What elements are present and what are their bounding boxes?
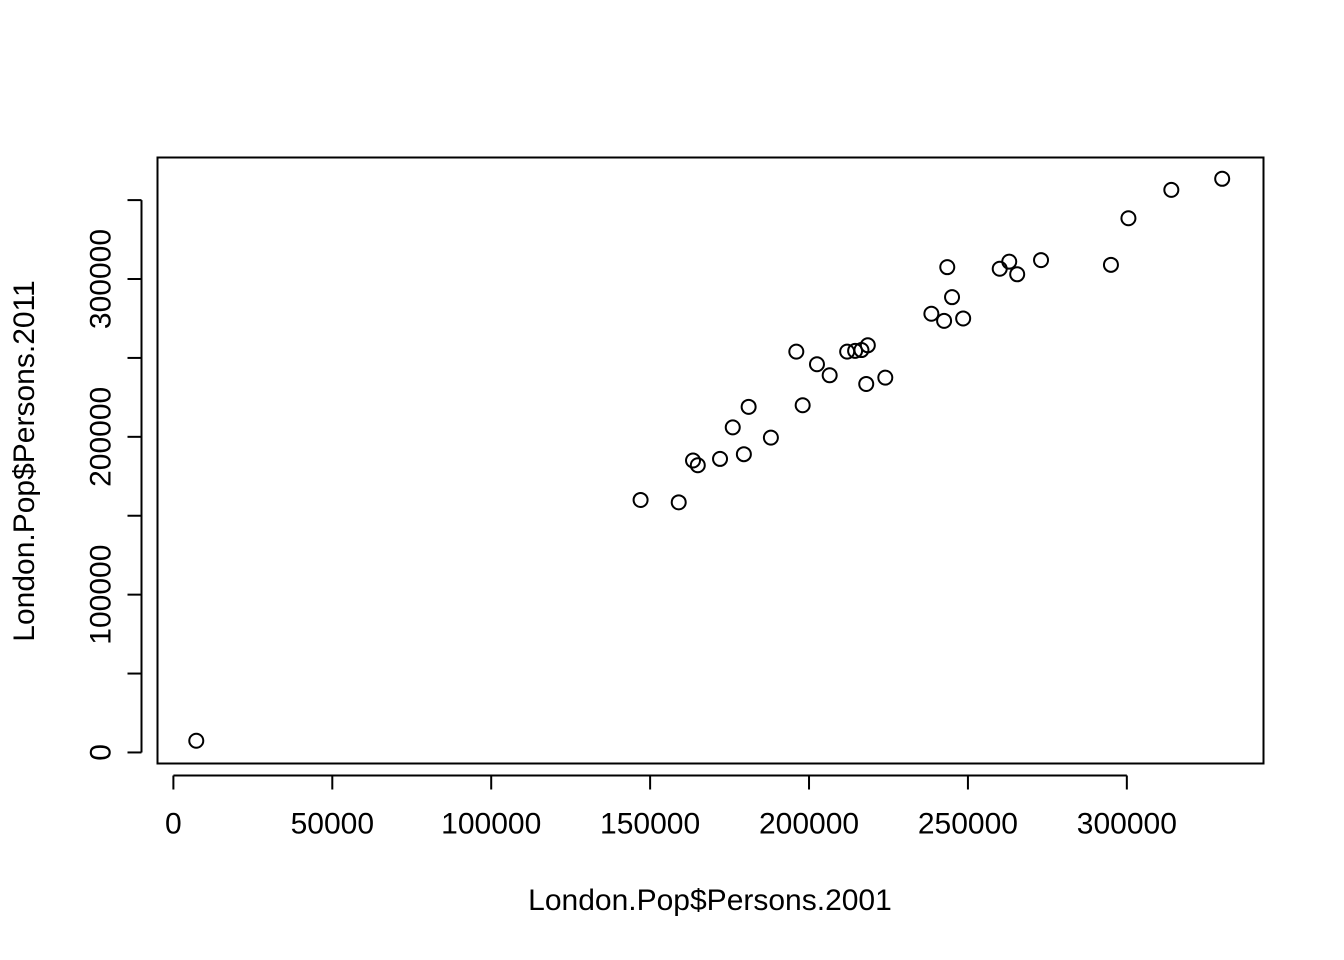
data-point [689,457,706,474]
data-point [936,312,953,329]
data-point [991,260,1008,277]
data-point [1102,256,1119,273]
data-point [923,305,940,322]
data-point [1120,210,1137,227]
data-point [859,337,876,354]
data-point [712,450,729,467]
data-points [188,170,1231,749]
data-point [944,289,961,306]
data-point [858,375,875,392]
data-point [685,452,702,469]
data-point [188,732,205,749]
x-tick-label: 250000 [918,808,1018,841]
data-point [1033,252,1050,269]
y-tick-label: 100000 [85,545,118,645]
x-tick-label: 200000 [759,808,859,841]
data-point [1163,181,1180,198]
data-point [740,398,757,415]
data-point [1009,266,1026,283]
y-axis: 0 100000 200000 300000 [85,199,143,761]
data-point [724,419,741,436]
x-tick-label: 300000 [1077,808,1177,841]
data-point [735,446,752,463]
y-tick-label: 300000 [85,229,118,329]
data-point [1001,253,1018,270]
y-tick-label: 200000 [85,387,118,487]
data-point [788,343,805,360]
data-point [939,259,956,276]
data-point [670,494,687,511]
x-axis: 0 50000 100000 150000 200000 250000 300000 [165,774,1177,841]
data-point [808,356,825,373]
data-point [632,491,649,508]
x-tick-label: 100000 [441,808,541,841]
x-tick-label: 50000 [291,808,374,841]
x-tick-label: 150000 [600,808,700,841]
data-point [1214,170,1231,187]
data-point [821,367,838,384]
data-point [762,429,779,446]
y-axis-label: London.Pop$Persons.2011 [8,280,41,641]
y-tick-label: 0 [85,744,118,761]
data-point [877,369,894,386]
plot-frame [156,156,1265,765]
x-axis-label: London.Pop$Persons.2001 [528,884,892,917]
data-point [794,397,811,414]
x-tick-label: 0 [165,808,182,841]
data-point [955,310,972,327]
